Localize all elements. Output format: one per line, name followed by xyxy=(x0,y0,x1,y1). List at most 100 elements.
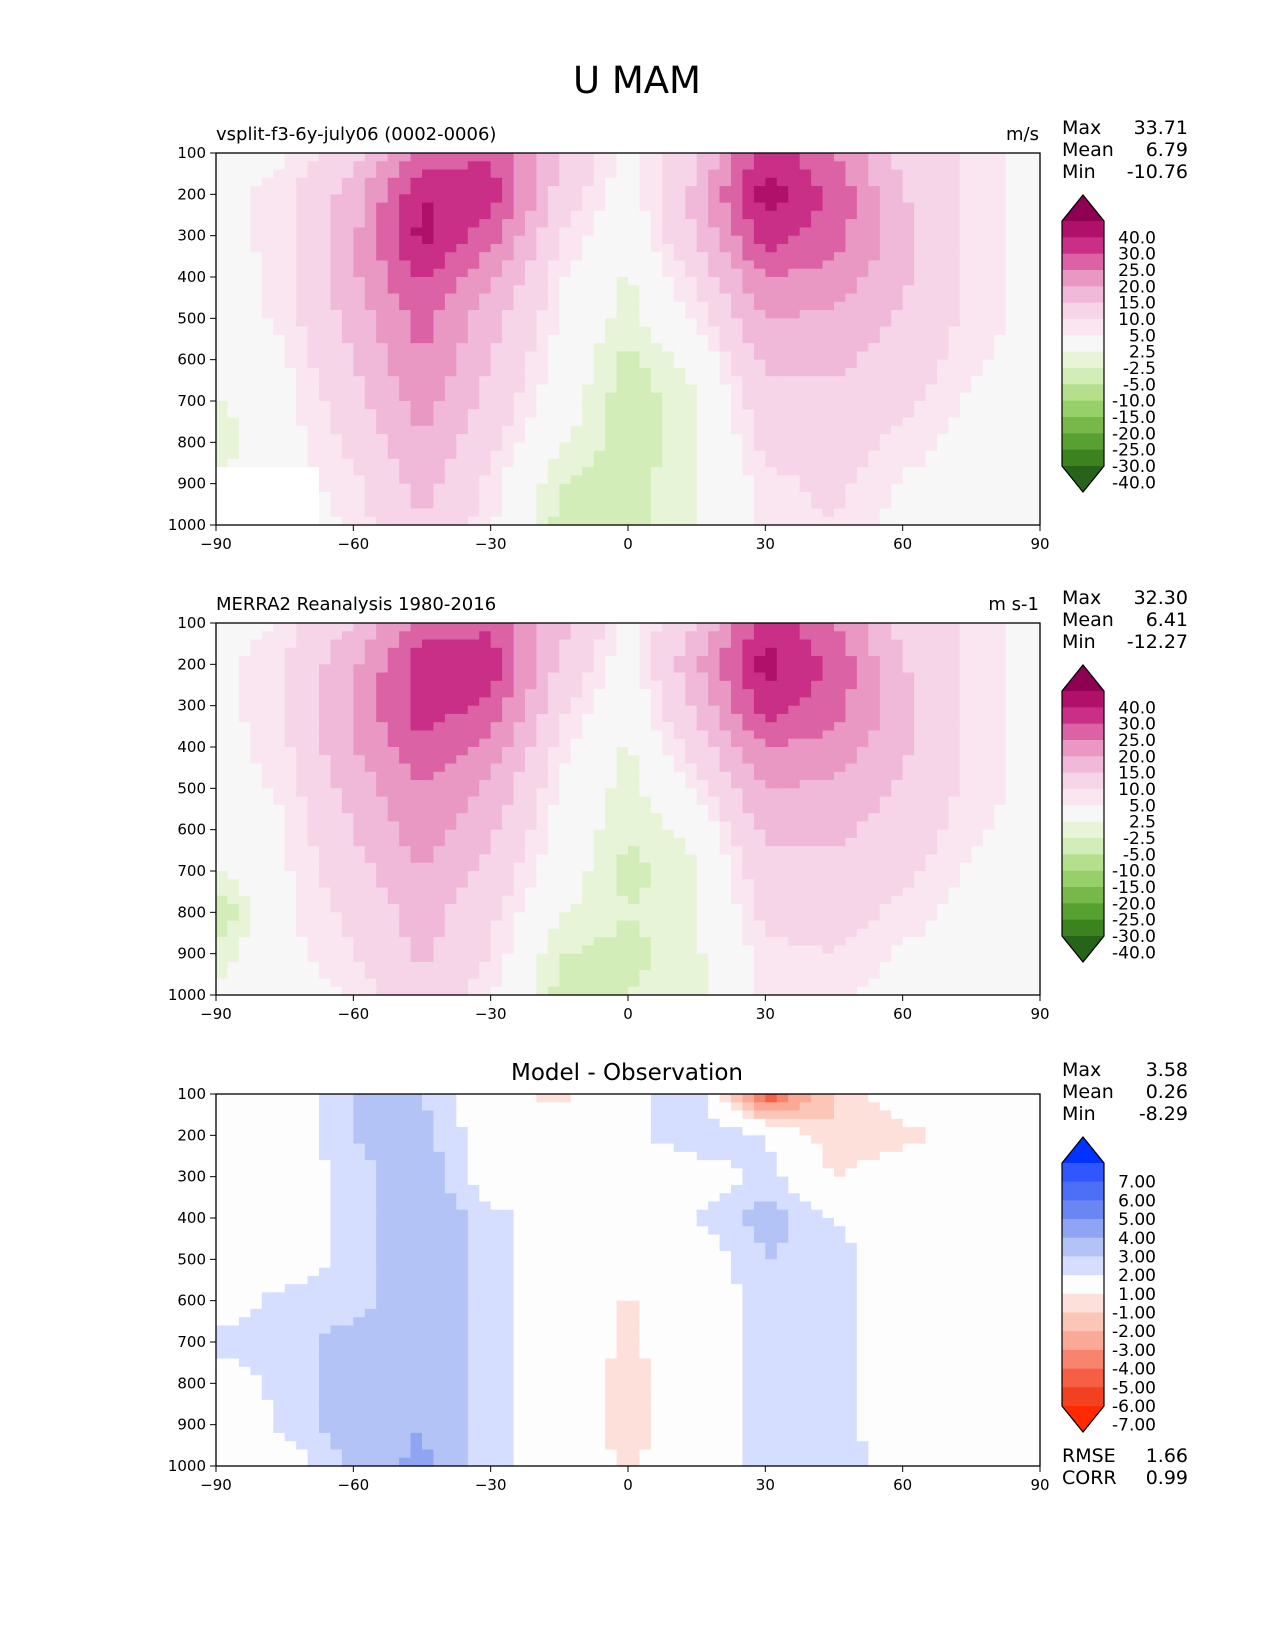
contour-cell xyxy=(593,235,606,245)
colorbar-swatch xyxy=(1062,270,1104,287)
contour-cell xyxy=(799,747,812,756)
contour-cell xyxy=(628,631,641,641)
contour-cell xyxy=(250,755,263,765)
contour-cell xyxy=(593,508,606,518)
contour-cell xyxy=(685,689,698,698)
contour-cell xyxy=(1028,351,1041,361)
contour-cell xyxy=(628,268,641,278)
contour-cell xyxy=(238,680,251,690)
contour-cell xyxy=(284,343,297,352)
contour-cell xyxy=(376,516,389,526)
contour-cell xyxy=(490,458,503,468)
contour-cell xyxy=(559,647,572,657)
contour-cell xyxy=(525,210,538,220)
contour-cell xyxy=(628,747,641,756)
contour-cell xyxy=(868,285,881,295)
contour-cell xyxy=(433,796,446,806)
contour-cell xyxy=(330,508,343,518)
contour-cell xyxy=(959,260,972,270)
contour-cell xyxy=(696,804,709,814)
contour-cell xyxy=(319,689,332,698)
contour-cell xyxy=(387,680,400,690)
contour-cell xyxy=(937,268,950,278)
contour-cell xyxy=(616,713,629,723)
contour-cell xyxy=(696,425,709,435)
contour-cell xyxy=(238,672,251,682)
contour-cell xyxy=(593,804,606,814)
contour-cell xyxy=(525,664,538,674)
contour-cell xyxy=(994,343,1007,352)
contour-cell xyxy=(341,169,354,179)
contour-cell xyxy=(719,425,732,435)
contour-cell xyxy=(994,722,1007,732)
contour-cell xyxy=(456,417,469,427)
contour-cell xyxy=(879,647,892,657)
contour-cell xyxy=(673,450,686,460)
contour-cell xyxy=(788,235,801,245)
contour-cell xyxy=(1005,508,1018,518)
contour-cell xyxy=(856,730,869,740)
contour-cell xyxy=(685,738,698,748)
contour-cell xyxy=(742,680,755,690)
contour-cell xyxy=(422,475,435,485)
contour-cell xyxy=(387,285,400,295)
contour-cell xyxy=(479,376,492,386)
contour-cell xyxy=(250,310,263,319)
contour-cell xyxy=(891,351,904,361)
contour-cell xyxy=(216,672,229,682)
contour-cell xyxy=(319,796,332,806)
contour-cell xyxy=(536,260,549,270)
contour-cell xyxy=(525,343,538,352)
contour-cell xyxy=(467,458,480,468)
contour-cell xyxy=(982,376,995,386)
contour-cell xyxy=(353,763,366,773)
contour-cell xyxy=(570,367,583,377)
contour-cell xyxy=(547,293,560,303)
contour-cell xyxy=(456,227,469,237)
contour-cell xyxy=(650,680,663,690)
contour-cell xyxy=(719,301,732,311)
contour-cell xyxy=(593,401,606,410)
contour-cell xyxy=(330,367,343,377)
contour-cell xyxy=(330,169,343,179)
contour-cell xyxy=(765,755,778,765)
contour-cell xyxy=(319,500,332,510)
contour-cell xyxy=(834,730,847,740)
contour-cell xyxy=(959,796,972,806)
contour-cell xyxy=(525,738,538,748)
contour-cell xyxy=(982,796,995,806)
contour-cell xyxy=(570,656,583,665)
contour-cell xyxy=(444,491,457,501)
contour-cell xyxy=(559,268,572,278)
contour-cell xyxy=(399,392,412,402)
contour-cell xyxy=(559,467,572,476)
contour-cell xyxy=(959,161,972,171)
contour-cell xyxy=(273,730,286,740)
contour-cell xyxy=(822,730,835,740)
contour-cell xyxy=(948,235,961,245)
contour-cell xyxy=(502,697,515,707)
contour-cell xyxy=(650,186,663,195)
contour-cell xyxy=(456,705,469,715)
contour-cell xyxy=(216,738,229,748)
contour-cell xyxy=(948,450,961,460)
contour-cell xyxy=(376,689,389,698)
contour-cell xyxy=(479,500,492,510)
contour-cell xyxy=(490,243,503,253)
contour-cell xyxy=(914,771,927,781)
contour-cell xyxy=(605,351,618,361)
contour-cell xyxy=(811,705,824,715)
contour-cell xyxy=(959,343,972,352)
contour-cell xyxy=(994,788,1007,798)
contour-cell xyxy=(616,689,629,698)
contour-cell xyxy=(330,285,343,295)
contour-cell xyxy=(513,458,526,468)
contour-cell xyxy=(914,384,927,394)
contour-cell xyxy=(502,343,515,352)
contour-cell xyxy=(593,467,606,476)
contour-cell xyxy=(456,318,469,328)
contour-cell xyxy=(1005,747,1018,756)
contour-cell xyxy=(708,285,721,295)
contour-cell xyxy=(341,705,354,715)
contour-cell xyxy=(776,697,789,707)
